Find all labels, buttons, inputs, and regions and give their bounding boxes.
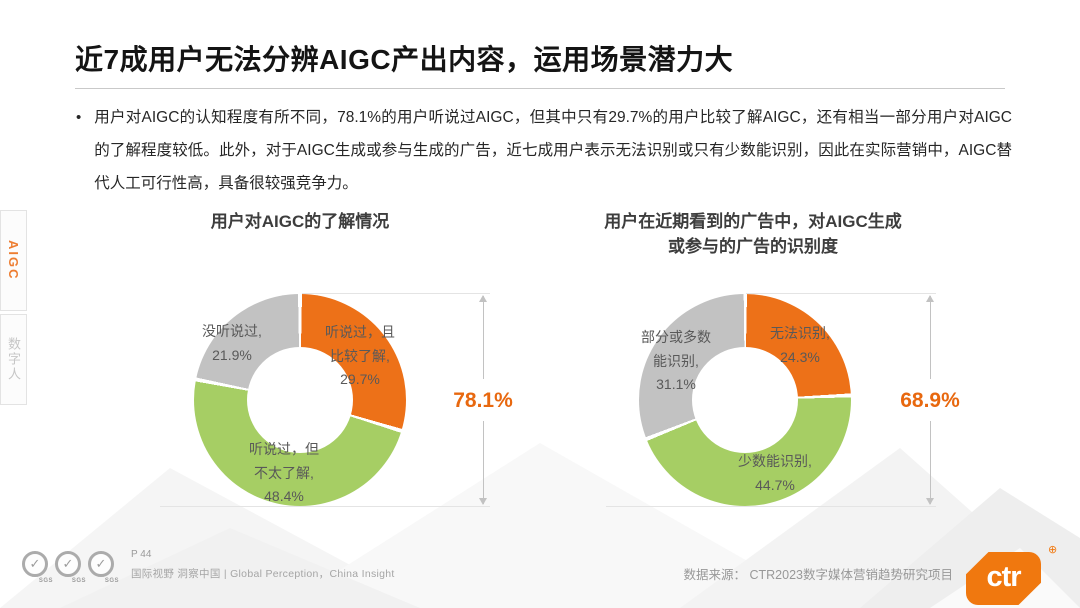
check-icon: ✓	[88, 551, 114, 577]
bullet-icon: •	[76, 109, 82, 126]
certification-logos: ✓ SGS ✓ SGS ✓ SGS	[22, 551, 119, 584]
title-divider	[75, 88, 1005, 89]
summary-paragraph: • 用户对AIGC的认知程度有所不同，78.1%的用户听说过AIGC，但其中只有…	[76, 101, 1012, 200]
donut-hole	[247, 347, 353, 453]
check-icon: ✓	[22, 551, 48, 577]
sidebar-tab-digital-human[interactable]: 数字人	[0, 314, 27, 405]
slice-label-heard-little-known: 听说过，但 不太了解, 48.4%	[249, 441, 319, 504]
data-source-note: 数据来源： CTR2023数字媒体营销趋势研究项目	[683, 568, 953, 582]
sidebar-tab-aigc-label: AIGC	[6, 240, 21, 281]
slice-label-never-heard: 没听说过, 21.9%	[202, 323, 262, 363]
ctr-trademark-icon: ⊕	[1048, 544, 1058, 556]
bracket-line-bottom-right	[606, 506, 936, 507]
chart-title-recognition: 用户在近期看到的广告中，对AIGC生成 或参与的广告的识别度	[604, 212, 902, 256]
total-value-awareness: 78.1%	[453, 389, 513, 412]
total-value-recognition: 68.9%	[900, 389, 960, 412]
sgs-logo: ✓ SGS	[88, 551, 119, 584]
check-icon: ✓	[55, 551, 81, 577]
total-annotation-recognition: 68.9%	[870, 295, 990, 505]
arrow-down-icon	[479, 421, 487, 505]
total-annotation-awareness: 78.1%	[423, 295, 543, 505]
footer-tagline: 国际视野 洞察中国 | Global Perception，China Insi…	[131, 568, 395, 580]
sgs-logo: ✓ SGS	[55, 551, 86, 584]
sidebar-tab-digital-human-label: 数字人	[6, 337, 21, 382]
ctr-logo-text: ctr	[986, 561, 1021, 593]
bracket-line-top-right	[746, 293, 936, 294]
slice-label-heard-well-known: 听说过，且 比较了解, 29.7%	[325, 324, 395, 387]
ctr-logo: ctr	[966, 552, 1041, 605]
slice-label-most-recognize: 部分或多数 能识别, 31.1%	[641, 329, 711, 392]
arrow-up-icon	[479, 295, 487, 379]
arrow-up-icon	[926, 295, 934, 379]
slice-label-cannot-recognize: 无法识别, 24.3%	[770, 325, 830, 365]
chart-title-awareness: 用户对AIGC的了解情况	[210, 212, 390, 231]
sidebar-tab-aigc[interactable]: AIGC	[0, 210, 27, 311]
bracket-line-top-left	[302, 293, 490, 294]
arrow-down-icon	[926, 421, 934, 505]
sgs-logo: ✓ SGS	[22, 551, 53, 584]
summary-text: 用户对AIGC的认知程度有所不同，78.1%的用户听说过AIGC，但其中只有29…	[94, 109, 1012, 192]
donut-hole	[692, 347, 798, 453]
page-title: 近7成用户无法分辨AIGC产出内容，运用场景潜力大	[75, 44, 734, 75]
page-number: P 44	[131, 549, 152, 560]
slice-label-few-recognize: 少数能识别, 44.7%	[738, 453, 812, 493]
